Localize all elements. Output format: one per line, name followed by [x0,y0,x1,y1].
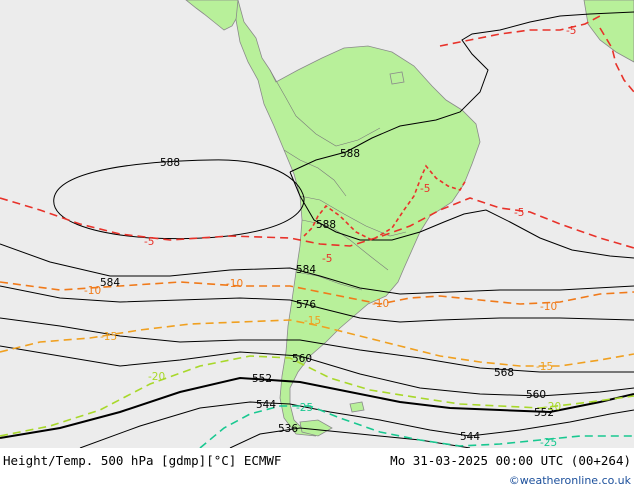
height-label: 588 [340,148,360,160]
temp-label: -5 [566,25,576,37]
temperature-contours [0,15,634,448]
temp-label: -5 [144,236,154,248]
height-label: 544 [256,399,276,411]
height-label: 588 [316,219,336,231]
height-label: 588 [160,157,180,169]
height-label: 584 [100,277,120,289]
weather-map: 588 588 588 584 584 576 568 560 560 552 … [0,0,634,448]
temp-label: -10 [84,285,101,297]
isotherm-minus20 [0,355,634,437]
height-contours [0,11,634,448]
temp-label-group: -5 -5 -5 -5 -5 -10 -10 -10 -10 -15 -15 -… [84,25,576,448]
temp-label: -5 [322,253,332,265]
island-1 [349,401,365,413]
height-label: 584 [296,264,316,276]
contour-536 [229,427,471,448]
africa-corner [583,0,634,63]
map-footer: Height/Temp. 500 hPa [gdmp][°C] ECMWF Mo… [0,448,634,490]
height-label: 560 [292,353,312,365]
temp-label: -15 [536,361,553,373]
isotherm-minus10 [0,281,634,305]
temp-label: -10 [540,301,557,313]
south-america-continent [235,0,481,437]
height-label: 576 [296,299,316,311]
temp-label: -20 [544,401,561,413]
temp-label: -15 [100,331,117,343]
contour-588-cell [53,159,305,240]
temp-label: -15 [304,315,321,327]
country-borders [269,69,407,291]
isotherm-minus5-brazil [303,164,467,241]
tierra-del-fuego [299,419,333,437]
height-label: 544 [460,431,480,443]
temp-label: -10 [372,298,389,310]
isotherm-minus5 [0,197,634,249]
height-label: 568 [494,367,514,379]
credit-link[interactable]: ©weatheronline.co.uk [508,474,631,487]
isotherm-minus25 [199,405,634,448]
temp-label: -10 [226,278,243,290]
temp-label: -5 [514,207,524,219]
height-label: 552 [252,373,272,385]
temp-label: -25 [540,437,557,448]
contour-552 [0,376,634,439]
map-title: Height/Temp. 500 hPa [gdmp][°C] ECMWF [3,453,282,468]
height-label: 536 [278,423,298,435]
temp-label: -5 [420,183,430,195]
contour-544 [79,401,634,448]
contour-588-north [289,11,634,173]
height-label: 560 [526,389,546,401]
height-label-group: 588 588 588 584 584 576 568 560 560 552 … [100,148,554,443]
land-masses [185,0,634,437]
contour-560 [0,345,634,397]
valid-time: Mo 31-03-2025 00:00 UTC (00+264) [390,453,631,468]
contour-584 [0,243,634,295]
temp-label: -25 [296,402,313,414]
isotherm-minus5-africa [599,27,634,93]
isotherm-minus5-north [439,15,601,47]
isotherm-minus15 [0,319,634,367]
island-2 [389,71,405,85]
map-canvas: 588 588 588 584 584 576 568 560 560 552 … [0,0,634,448]
temp-label: -20 [148,371,165,383]
contour-576 [0,285,634,323]
height-label: 552 [534,407,554,419]
contour-588-south [289,171,634,259]
